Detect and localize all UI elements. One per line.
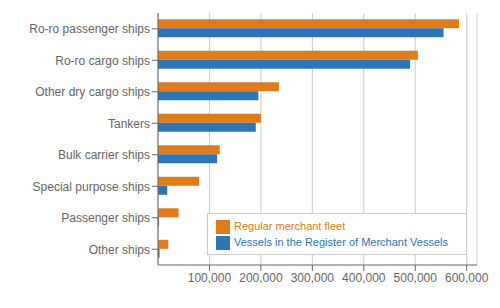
html-text:Regular merchant fleet: Regular merchant fleet <box>234 219 346 232</box>
svg-text:Passenger ships: Passenger ships <box>61 211 150 225</box>
svg-text:Special purpose ships: Special purpose ships <box>33 180 150 194</box>
svg-text:Bulk carrier ships: Bulk carrier ships <box>58 148 150 162</box>
svg-text:Other ships: Other ships <box>89 243 150 257</box>
svg-text:200,000: 200,000 <box>239 271 283 285</box>
svg-text:Ro-ro cargo ships: Ro-ro cargo ships <box>55 54 150 68</box>
svg-text:500,000: 500,000 <box>394 271 438 285</box>
svg-text:400,000: 400,000 <box>342 271 386 285</box>
svg-text:600,000: 600,000 <box>445 271 489 285</box>
svg-text:100,000: 100,000 <box>188 271 232 285</box>
html-text:Vessels in the Register of Mer: Vessels in the Register of Merchant Vess… <box>234 235 448 248</box>
svg-text:Ro-ro passenger ships: Ro-ro passenger ships <box>29 22 150 36</box>
svg-text:Other dry cargo ships: Other dry cargo ships <box>35 85 150 99</box>
svg-text:Tankers: Tankers <box>108 117 150 131</box>
svg-text:300,000: 300,000 <box>291 271 335 285</box>
